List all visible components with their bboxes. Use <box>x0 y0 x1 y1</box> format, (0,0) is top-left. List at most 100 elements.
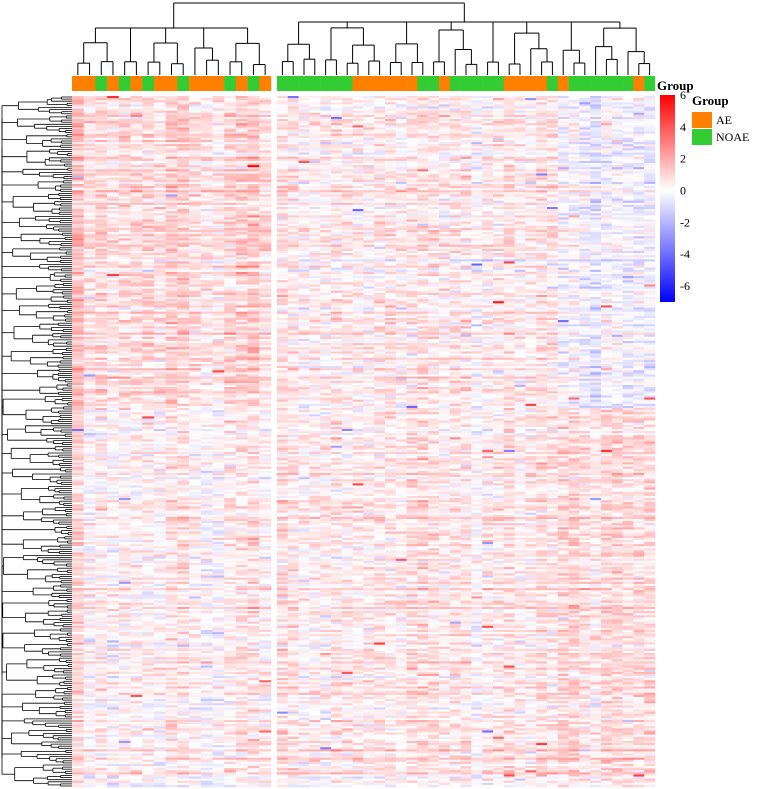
heatmap-cell <box>331 268 342 270</box>
heatmap-cell <box>569 153 580 155</box>
heatmap-cell <box>84 171 96 173</box>
heatmap-cell <box>309 132 320 134</box>
heatmap-cell <box>277 203 288 205</box>
heatmap-cell <box>259 222 271 224</box>
heatmap-cell <box>142 121 154 123</box>
heatmap-cell <box>166 125 178 127</box>
heatmap-cell <box>396 209 407 211</box>
heatmap-cell <box>201 259 213 261</box>
heatmap-cell <box>72 213 84 215</box>
heatmap-cell <box>363 215 374 217</box>
heatmap-cell <box>558 100 569 102</box>
heatmap-cell <box>623 261 634 263</box>
heatmap-cell <box>633 247 644 249</box>
heatmap-cell <box>579 253 590 255</box>
heatmap-cell <box>601 217 612 219</box>
heatmap-cell <box>131 224 143 226</box>
heatmap-cell <box>493 159 504 161</box>
heatmap-cell <box>471 102 482 104</box>
heatmap-cell <box>259 253 271 255</box>
heatmap-cell <box>320 259 331 261</box>
heatmap-cell <box>569 161 580 163</box>
heatmap-cell <box>547 230 558 232</box>
heatmap-cell <box>536 188 547 190</box>
heatmap-cell <box>224 140 236 142</box>
heatmap-cell <box>569 136 580 138</box>
heatmap-cell <box>331 282 342 284</box>
column-dendrogram <box>78 3 650 75</box>
heatmap-cell <box>212 125 224 127</box>
heatmap-cell <box>504 259 515 261</box>
heatmap-cell <box>590 117 601 119</box>
heatmap-cell <box>236 146 248 148</box>
heatmap-cell <box>579 236 590 238</box>
heatmap-cell <box>428 96 439 98</box>
heatmap-cell <box>131 178 143 180</box>
heatmap-cell <box>515 167 526 169</box>
heatmap-cell <box>299 207 310 209</box>
heatmap-cell <box>417 146 428 148</box>
heatmap-cell <box>189 217 201 219</box>
heatmap-cell <box>363 230 374 232</box>
heatmap-cell <box>590 194 601 196</box>
heatmap-cell <box>142 249 154 251</box>
heatmap-cell <box>623 287 634 289</box>
heatmap-cell <box>644 132 655 134</box>
heatmap-cell <box>236 217 248 219</box>
heatmap-cell <box>374 119 385 121</box>
heatmap-cell <box>201 226 213 228</box>
heatmap-cell <box>119 213 131 215</box>
heatmap-cell <box>374 104 385 106</box>
heatmap-cell <box>131 230 143 232</box>
heatmap-cell <box>119 144 131 146</box>
heatmap-cell <box>644 238 655 240</box>
heatmap-cell <box>259 113 271 115</box>
heatmap-cell <box>131 119 143 121</box>
heatmap-cell <box>471 115 482 117</box>
heatmap-cell <box>259 180 271 182</box>
heatmap-cell <box>342 228 353 230</box>
heatmap-cell <box>299 98 310 100</box>
heatmap-cell <box>633 253 644 255</box>
heatmap-cell <box>633 192 644 194</box>
heatmap-cell <box>154 264 166 266</box>
heatmap-cell <box>212 127 224 129</box>
heatmap-cell <box>201 240 213 242</box>
heatmap-cell <box>644 167 655 169</box>
heatmap-cell <box>154 186 166 188</box>
heatmap-cell <box>363 276 374 278</box>
heatmap-cell <box>525 270 536 272</box>
heatmap-cell <box>536 115 547 117</box>
heatmap-cell <box>177 226 189 228</box>
heatmap-cell <box>428 132 439 134</box>
heatmap-cell <box>590 144 601 146</box>
heatmap-cell <box>331 178 342 180</box>
heatmap-cell <box>612 134 623 136</box>
heatmap-cell <box>320 171 331 173</box>
heatmap-cell <box>142 169 154 171</box>
heatmap-cell <box>471 226 482 228</box>
heatmap-cell <box>212 230 224 232</box>
heatmap-cell <box>363 136 374 138</box>
heatmap-cell <box>248 159 260 161</box>
heatmap-cell <box>536 161 547 163</box>
heatmap-cell <box>189 253 201 255</box>
heatmap-cell <box>396 125 407 127</box>
heatmap-cell <box>493 209 504 211</box>
heatmap-cell <box>288 255 299 257</box>
heatmap-cell <box>142 287 154 289</box>
heatmap-cell <box>471 161 482 163</box>
heatmap-cell <box>259 215 271 217</box>
heatmap-cell <box>166 243 178 245</box>
heatmap-cell <box>374 236 385 238</box>
heatmap-cell <box>342 188 353 190</box>
heatmap-cell <box>142 125 154 127</box>
heatmap-cell <box>493 190 504 192</box>
heatmap-cell <box>189 276 201 278</box>
heatmap-cell <box>212 205 224 207</box>
heatmap-cell <box>84 142 96 144</box>
heatmap-cell <box>579 203 590 205</box>
heatmap-cell <box>385 199 396 201</box>
heatmap-cell <box>417 284 428 286</box>
heatmap-cell <box>259 165 271 167</box>
